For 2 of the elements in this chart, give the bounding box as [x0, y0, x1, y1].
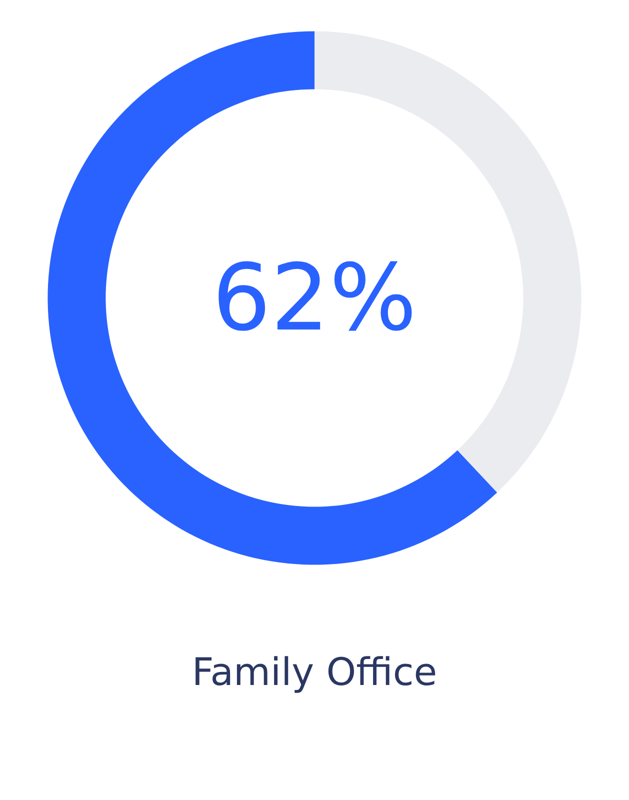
- data-label: 62%: [212, 244, 417, 352]
- text: Family Office: [192, 650, 438, 694]
